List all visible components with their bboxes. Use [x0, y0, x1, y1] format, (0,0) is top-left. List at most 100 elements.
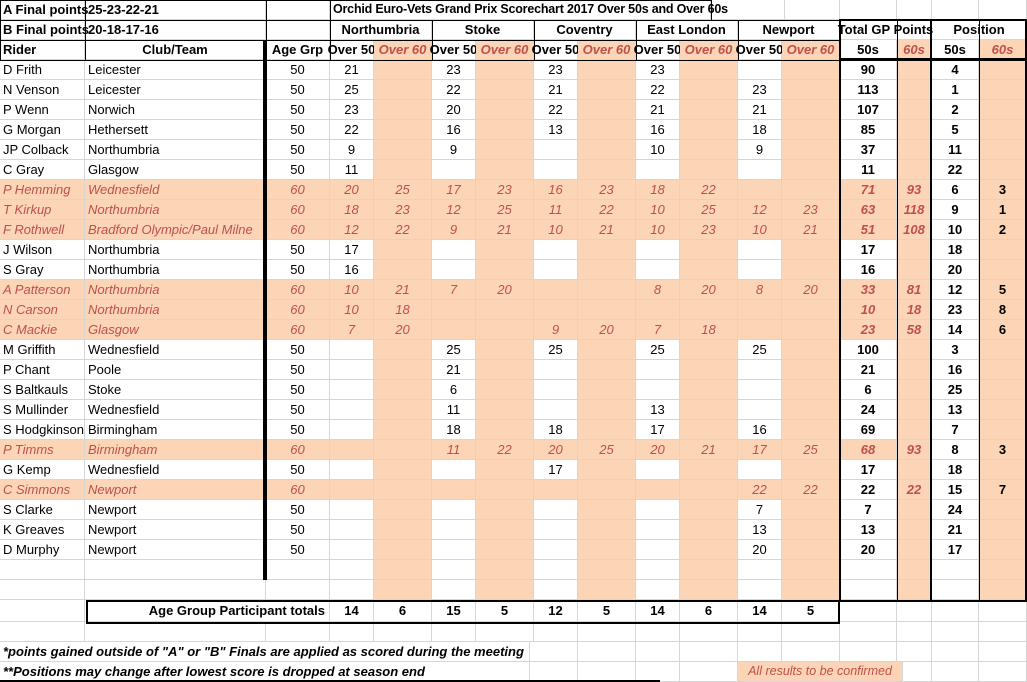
cell-total-60s[interactable]: [897, 340, 932, 360]
cell-club[interactable]: Northumbria: [85, 300, 266, 320]
cell-age-grp[interactable]: 60: [266, 180, 330, 200]
empty-cell[interactable]: [932, 622, 979, 642]
cell-position-60s[interactable]: [979, 80, 1027, 100]
cell-score[interactable]: [374, 520, 432, 540]
cell-score[interactable]: [578, 480, 636, 500]
cell-age-grp[interactable]: 50: [266, 260, 330, 280]
cell-total-50s[interactable]: 68: [840, 440, 897, 460]
cell-score[interactable]: [374, 400, 432, 420]
cell-age-grp[interactable]: 50: [266, 400, 330, 420]
cell-score[interactable]: 9: [432, 140, 476, 160]
cell-score[interactable]: 10: [330, 280, 374, 300]
empty-cell[interactable]: [680, 662, 738, 682]
cell-club[interactable]: Newport: [85, 500, 266, 520]
cell-total-60s[interactable]: [897, 360, 932, 380]
cell-position-60s[interactable]: 6: [979, 320, 1027, 340]
cell-score[interactable]: [636, 500, 680, 520]
cell-age-grp[interactable]: 50: [266, 60, 330, 80]
over60-header[interactable]: Over 60: [374, 40, 432, 60]
cell-score[interactable]: 18: [374, 300, 432, 320]
age-grp-column-header[interactable]: Age Grp: [266, 40, 330, 60]
empty-cell[interactable]: [979, 600, 1027, 622]
cell-score[interactable]: [636, 160, 680, 180]
cell-score[interactable]: [476, 60, 534, 80]
cell-score[interactable]: 9: [432, 220, 476, 240]
cell-score[interactable]: [782, 380, 840, 400]
cell-total-50s[interactable]: 17: [840, 240, 897, 260]
cell-score[interactable]: 6: [432, 380, 476, 400]
cell-score[interactable]: 22: [330, 120, 374, 140]
cell-age-grp[interactable]: 60: [266, 300, 330, 320]
cell-score[interactable]: [578, 540, 636, 560]
cell-score[interactable]: 11: [534, 200, 578, 220]
over50-header[interactable]: Over 50: [430, 40, 477, 60]
cell-score[interactable]: [636, 460, 680, 480]
cell-score[interactable]: [476, 100, 534, 120]
cell-age-grp[interactable]: 50: [266, 340, 330, 360]
cell-position-60s[interactable]: [979, 260, 1027, 280]
empty-cell[interactable]: [979, 662, 1027, 682]
cell-score[interactable]: 20: [578, 320, 636, 340]
cell-score[interactable]: [680, 540, 738, 560]
empty-cell[interactable]: [530, 662, 578, 682]
cell-club[interactable]: Stoke: [85, 380, 266, 400]
cell-score[interactable]: [738, 580, 782, 600]
cell-position-60s[interactable]: [979, 520, 1027, 540]
position-50s-header[interactable]: 50s: [932, 40, 979, 60]
cell-score[interactable]: 20: [782, 280, 840, 300]
cell-score[interactable]: [476, 520, 534, 540]
cell-score[interactable]: [578, 160, 636, 180]
cell-total-50s[interactable]: 7: [840, 500, 897, 520]
cell-score[interactable]: 22: [738, 480, 782, 500]
empty-cell[interactable]: [840, 600, 897, 622]
cell-score[interactable]: [330, 340, 374, 360]
cell-total-60s[interactable]: [897, 520, 932, 540]
cell-score[interactable]: [680, 160, 738, 180]
cell-total-60s[interactable]: 108: [897, 220, 932, 240]
cell-score[interactable]: [782, 580, 840, 600]
cell-score[interactable]: [578, 380, 636, 400]
empty-cell[interactable]: [534, 622, 578, 642]
cell-score[interactable]: [374, 340, 432, 360]
cell-score[interactable]: 18: [680, 320, 738, 340]
cell-total-50s[interactable]: [840, 560, 897, 580]
cell-position-50s[interactable]: 7: [932, 420, 979, 440]
rider-column-header[interactable]: Rider: [0, 40, 85, 60]
cell-score[interactable]: 16: [534, 180, 578, 200]
a-final-points-label[interactable]: A Final points: [0, 0, 88, 20]
cell-age-grp[interactable]: 50: [266, 520, 330, 540]
cell-total-60s[interactable]: 93: [897, 440, 932, 460]
cell-score[interactable]: [476, 240, 534, 260]
cell-total-50s[interactable]: 63: [840, 200, 897, 220]
cell-score[interactable]: [578, 580, 636, 600]
cell-score[interactable]: [578, 420, 636, 440]
cell-total-50s[interactable]: 24: [840, 400, 897, 420]
cell-score[interactable]: [476, 340, 534, 360]
cell-score[interactable]: 17: [432, 180, 476, 200]
cell-score[interactable]: [680, 300, 738, 320]
empty-cell[interactable]: [840, 622, 897, 642]
cell-score[interactable]: [534, 380, 578, 400]
cell-score[interactable]: 18: [330, 200, 374, 220]
cell-score[interactable]: 16: [432, 120, 476, 140]
cell-score[interactable]: 17: [636, 420, 680, 440]
cell-total-60s[interactable]: 22: [897, 480, 932, 500]
cell-position-50s[interactable]: 18: [932, 460, 979, 480]
cell-position-60s[interactable]: [979, 100, 1027, 120]
cell-position-60s[interactable]: [979, 360, 1027, 380]
cell-total-50s[interactable]: 17: [840, 460, 897, 480]
cell-age-grp[interactable]: 50: [266, 420, 330, 440]
cell-position-60s[interactable]: 3: [979, 180, 1027, 200]
cell-rider[interactable]: P Wenn: [0, 100, 85, 120]
cell-score[interactable]: 18: [636, 180, 680, 200]
cell-score[interactable]: [330, 420, 374, 440]
cell-score[interactable]: [476, 120, 534, 140]
cell-participant-total[interactable]: 5: [782, 600, 840, 622]
cell-score[interactable]: 22: [432, 80, 476, 100]
venue-header-coventry[interactable]: Coventry: [534, 20, 636, 40]
cell-score[interactable]: 21: [738, 100, 782, 120]
cell-score[interactable]: [374, 60, 432, 80]
cell-score[interactable]: [374, 120, 432, 140]
cell-position-50s[interactable]: 20: [932, 260, 979, 280]
cell-score[interactable]: 11: [432, 440, 476, 460]
